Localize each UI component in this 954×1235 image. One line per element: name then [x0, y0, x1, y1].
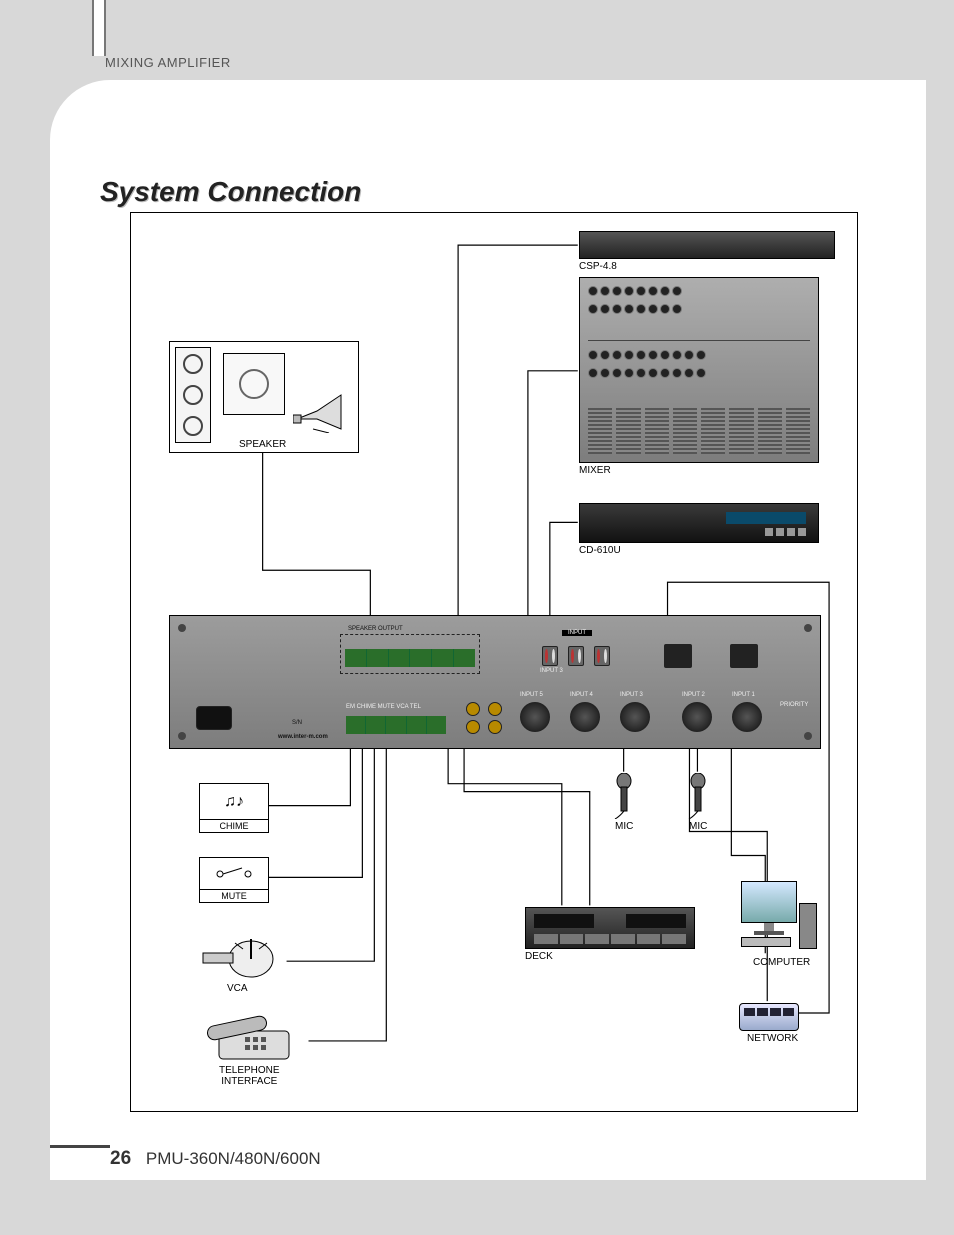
- keyboard-icon: [741, 937, 791, 947]
- wire: [528, 371, 578, 630]
- label-mixer: MIXER: [579, 465, 611, 476]
- cd-display-icon: [726, 512, 806, 524]
- device-vca: [199, 933, 287, 988]
- deck-door-icon: [626, 914, 686, 928]
- vca-pot-icon: [199, 933, 287, 983]
- device-mic-1: [611, 773, 637, 819]
- label-mute: MUTE: [200, 890, 268, 902]
- speaker-column-icon: [175, 347, 211, 443]
- speaker-output-block: [340, 634, 480, 674]
- wire: [464, 746, 590, 906]
- xlr-icon: [570, 702, 600, 732]
- xlr-icon: [520, 702, 550, 732]
- wire: [269, 748, 351, 806]
- monitor-stand-icon: [764, 923, 774, 931]
- mixer-faders: [588, 408, 810, 454]
- jack-icon: [466, 720, 480, 734]
- screw-icon: [804, 732, 812, 740]
- deck-door-icon: [534, 914, 594, 928]
- footer-model: PMU-360N/480N/600N: [146, 1149, 321, 1168]
- mixer-divider: [588, 340, 810, 341]
- wire: [269, 748, 363, 878]
- speaker-horn-icon: [293, 391, 353, 438]
- label-vca: VCA: [227, 983, 248, 994]
- label-chime: CHIME: [200, 820, 268, 832]
- rca-pair-icon: [542, 646, 558, 666]
- label-sn: S/N: [292, 720, 302, 726]
- label-telephone: TELEPHONEINTERFACE: [219, 1065, 280, 1087]
- label-computer: COMPUTER: [753, 957, 810, 968]
- ac-inlet-icon: [196, 706, 232, 730]
- mute-switch-icon: [200, 858, 268, 890]
- label-xlr4: INPUT 4: [570, 692, 593, 698]
- device-amplifier: SPEAKER OUTPUT EM CHIME MUTE VCA TEL INP…: [169, 615, 821, 749]
- control-terminal-block: [346, 716, 446, 734]
- device-chime: ♫♪ CHIME: [199, 783, 269, 833]
- jack-icon: [488, 702, 502, 716]
- device-network: [739, 1003, 799, 1031]
- device-telephone: [199, 1013, 309, 1063]
- deck-buttons-icon: [534, 934, 686, 944]
- monitor-screen-icon: [741, 881, 797, 923]
- jack-icon: [488, 720, 502, 734]
- xlr-icon: [682, 702, 712, 732]
- label-speaker: SPEAKER: [239, 439, 286, 450]
- device-mixer: [579, 277, 819, 463]
- label-priority: PRIORITY: [780, 702, 808, 708]
- label-deck: DECK: [525, 951, 553, 962]
- rj45-icon: [664, 644, 692, 668]
- mixer-knobs-row4: [588, 368, 706, 378]
- screw-icon: [178, 624, 186, 632]
- label-input-box: INPUT: [562, 630, 592, 636]
- wire: [448, 746, 562, 906]
- usb-icon: [730, 644, 758, 668]
- screw-icon: [178, 732, 186, 740]
- chime-icon: ♫♪: [200, 784, 268, 820]
- device-csp: [579, 231, 835, 259]
- label-xlr2: INPUT 2: [682, 692, 705, 698]
- wire: [309, 748, 387, 1041]
- mixer-knobs-row3: [588, 350, 706, 360]
- speaker-wall-icon: [223, 353, 285, 415]
- label-mic2: MIC: [689, 821, 707, 832]
- label-xlr5: INPUT 5: [520, 692, 543, 698]
- pc-tower-icon: [799, 903, 817, 949]
- page-footer: 26 PMU-360N/480N/600N: [110, 1148, 321, 1170]
- device-mic-2: [685, 773, 711, 819]
- page-number: 26: [110, 1148, 131, 1169]
- label-network: NETWORK: [747, 1033, 798, 1044]
- page-header: MIXING AMPLIFIER: [105, 55, 231, 70]
- section-title: System Connection: [100, 176, 361, 208]
- label-xlr1: INPUT 1: [732, 692, 755, 698]
- wire: [287, 748, 375, 961]
- rca-pair-icon: [594, 646, 610, 666]
- connection-diagram: CSP-4.8 MIXER CD-610U: [130, 212, 858, 1112]
- label-em: EM CHIME MUTE VCA TEL: [346, 704, 421, 710]
- device-computer: [741, 881, 797, 947]
- device-mute: MUTE: [199, 857, 269, 903]
- page-tab-marker: [92, 0, 106, 56]
- label-website: www.inter-m.com: [278, 734, 328, 740]
- cd-buttons-icon: [765, 528, 806, 536]
- jack-icon: [466, 702, 480, 716]
- screw-icon: [804, 624, 812, 632]
- label-xlr3: INPUT 3: [620, 692, 643, 698]
- footer-rule: [50, 1145, 110, 1148]
- label-cd: CD-610U: [579, 545, 621, 556]
- xlr-icon: [732, 702, 762, 732]
- label-speaker-output: SPEAKER OUTPUT: [348, 626, 403, 632]
- wire: [263, 453, 371, 619]
- rca-pair-icon: [568, 646, 584, 666]
- device-cd: [579, 503, 819, 543]
- device-deck: [525, 907, 695, 949]
- mixer-knobs-row1: [588, 286, 682, 296]
- wire: [458, 245, 578, 618]
- mixer-knobs-row2: [588, 304, 682, 314]
- label-input3: INPUT 3: [540, 668, 563, 674]
- label-csp: CSP-4.8: [579, 261, 617, 272]
- monitor-base-icon: [754, 931, 784, 935]
- label-mic1: MIC: [615, 821, 633, 832]
- router-ports-icon: [744, 1008, 794, 1016]
- xlr-icon: [620, 702, 650, 732]
